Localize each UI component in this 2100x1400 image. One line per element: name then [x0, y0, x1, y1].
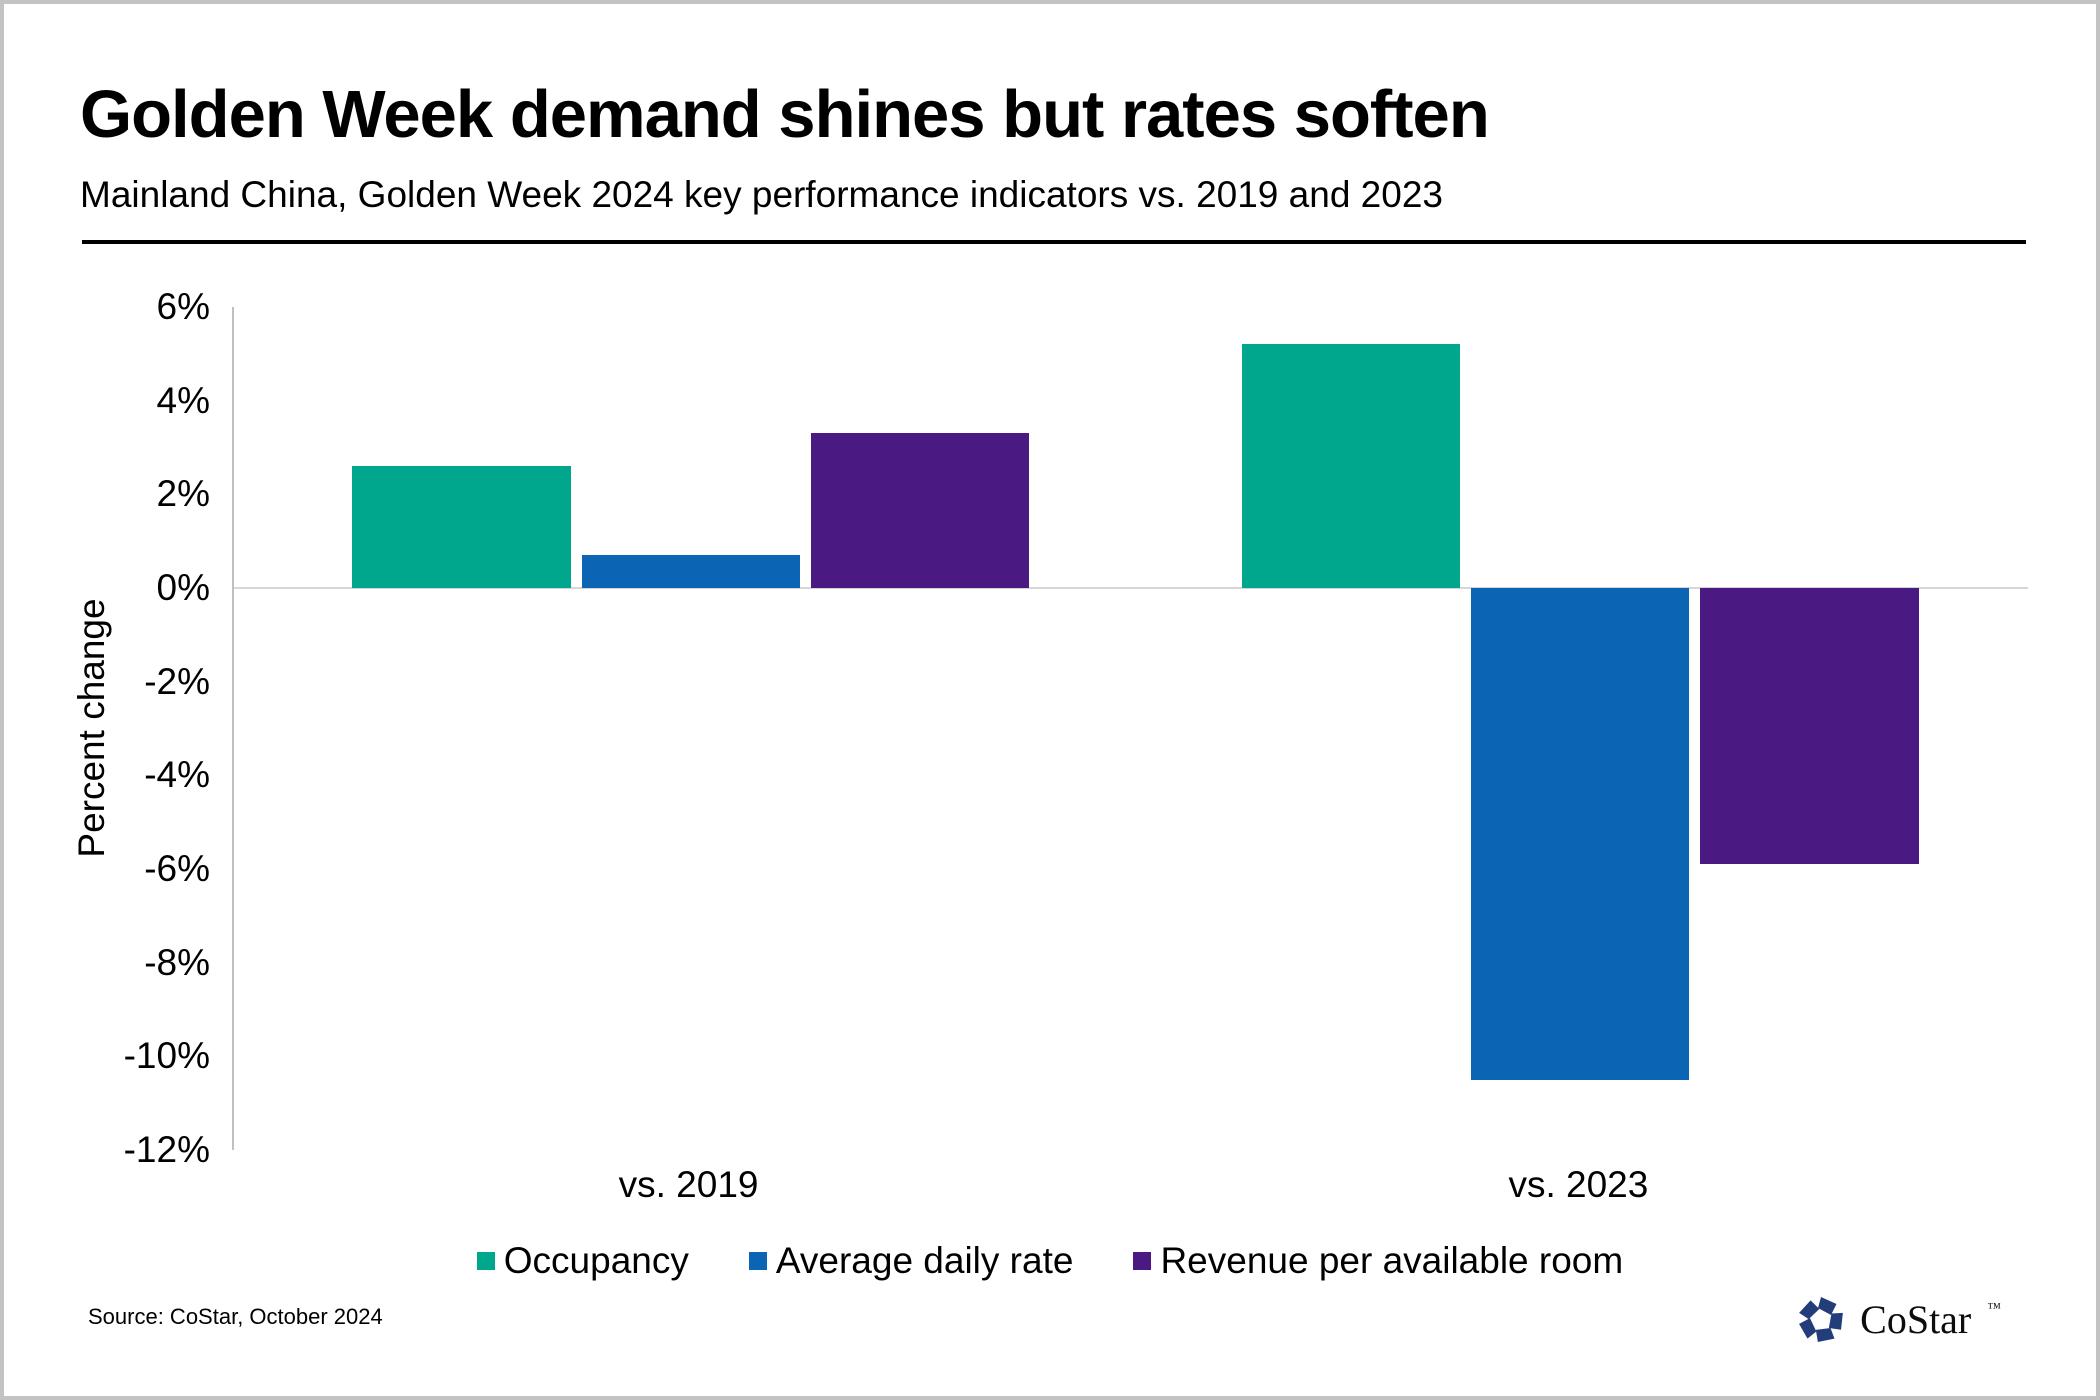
chart-legend: Occupancy Average daily rate Revenue per a…	[4, 1240, 2096, 1282]
bar-occupancy-2023	[1242, 344, 1461, 589]
bar-group-1	[352, 307, 1029, 1150]
plot-area	[232, 307, 2028, 1150]
page-title: Golden Week demand shines but rates soft…	[80, 77, 1490, 152]
bar-slot	[810, 307, 1029, 1150]
trademark-symbol: ™	[1987, 1301, 2001, 1316]
x-category-label: vs. 2019	[618, 1164, 759, 1205]
x-axis-labels: vs. 2019 vs. 2023	[232, 1164, 2026, 1214]
legend-swatch-icon	[748, 1252, 767, 1270]
y-tick-label: -4%	[144, 754, 210, 796]
legend-label: Average daily rate	[775, 1240, 1074, 1281]
y-tick-label: -12%	[123, 1129, 210, 1170]
legend-label: Occupancy	[503, 1240, 689, 1281]
y-tick-label: 0%	[156, 566, 210, 608]
costar-logo: CoStar ™	[1796, 1295, 2001, 1345]
bar-average-daily-rate-2023	[1471, 587, 1690, 1080]
bar-slot	[1471, 307, 1690, 1150]
legend-swatch-icon	[1133, 1252, 1152, 1270]
bar-average-daily-rate-2019	[581, 555, 800, 589]
x-category-label: vs. 2023	[1508, 1164, 1649, 1205]
legend-item-occupancy: Occupancy	[476, 1240, 689, 1282]
legend-label: Revenue per available room	[1160, 1240, 1624, 1281]
bar-slot	[1242, 307, 1461, 1150]
costar-logo-text: CoStar	[1860, 1297, 1972, 1342]
bar-slot	[1700, 307, 1919, 1150]
bar-group-2	[1242, 307, 1919, 1150]
y-axis-ticks: 6% 4% 2% 0% -2% -4% -6% -8% -10% -12%	[4, 286, 210, 1170]
y-tick-label: -10%	[123, 1035, 210, 1077]
title-divider	[82, 240, 2026, 244]
legend-item-average-daily-rate: Average daily rate	[748, 1240, 1074, 1282]
y-tick-label: -8%	[144, 941, 210, 983]
y-tick-label: -6%	[144, 847, 210, 889]
bar-occupancy-2019	[352, 466, 571, 589]
bar-slot	[581, 307, 800, 1150]
bar-revenue-per-available-room-2023	[1700, 587, 1919, 865]
bar-slot	[352, 307, 571, 1150]
y-tick-label: 6%	[156, 286, 210, 327]
costar-star-icon	[1799, 1297, 1844, 1343]
source-note: Source: CoStar, October 2024	[88, 1304, 383, 1329]
zero-gridline	[234, 586, 2028, 589]
bar-revenue-per-available-room-2019	[810, 433, 1029, 589]
y-tick-label: -2%	[144, 660, 210, 702]
y-tick-label: 4%	[156, 379, 210, 421]
y-tick-label: 2%	[156, 473, 210, 515]
legend-item-revenue-per-available-room: Revenue per available room	[1133, 1240, 1623, 1282]
legend-swatch-icon	[476, 1252, 495, 1270]
page-subtitle: Mainland China, Golden Week 2024 key per…	[80, 174, 1443, 215]
